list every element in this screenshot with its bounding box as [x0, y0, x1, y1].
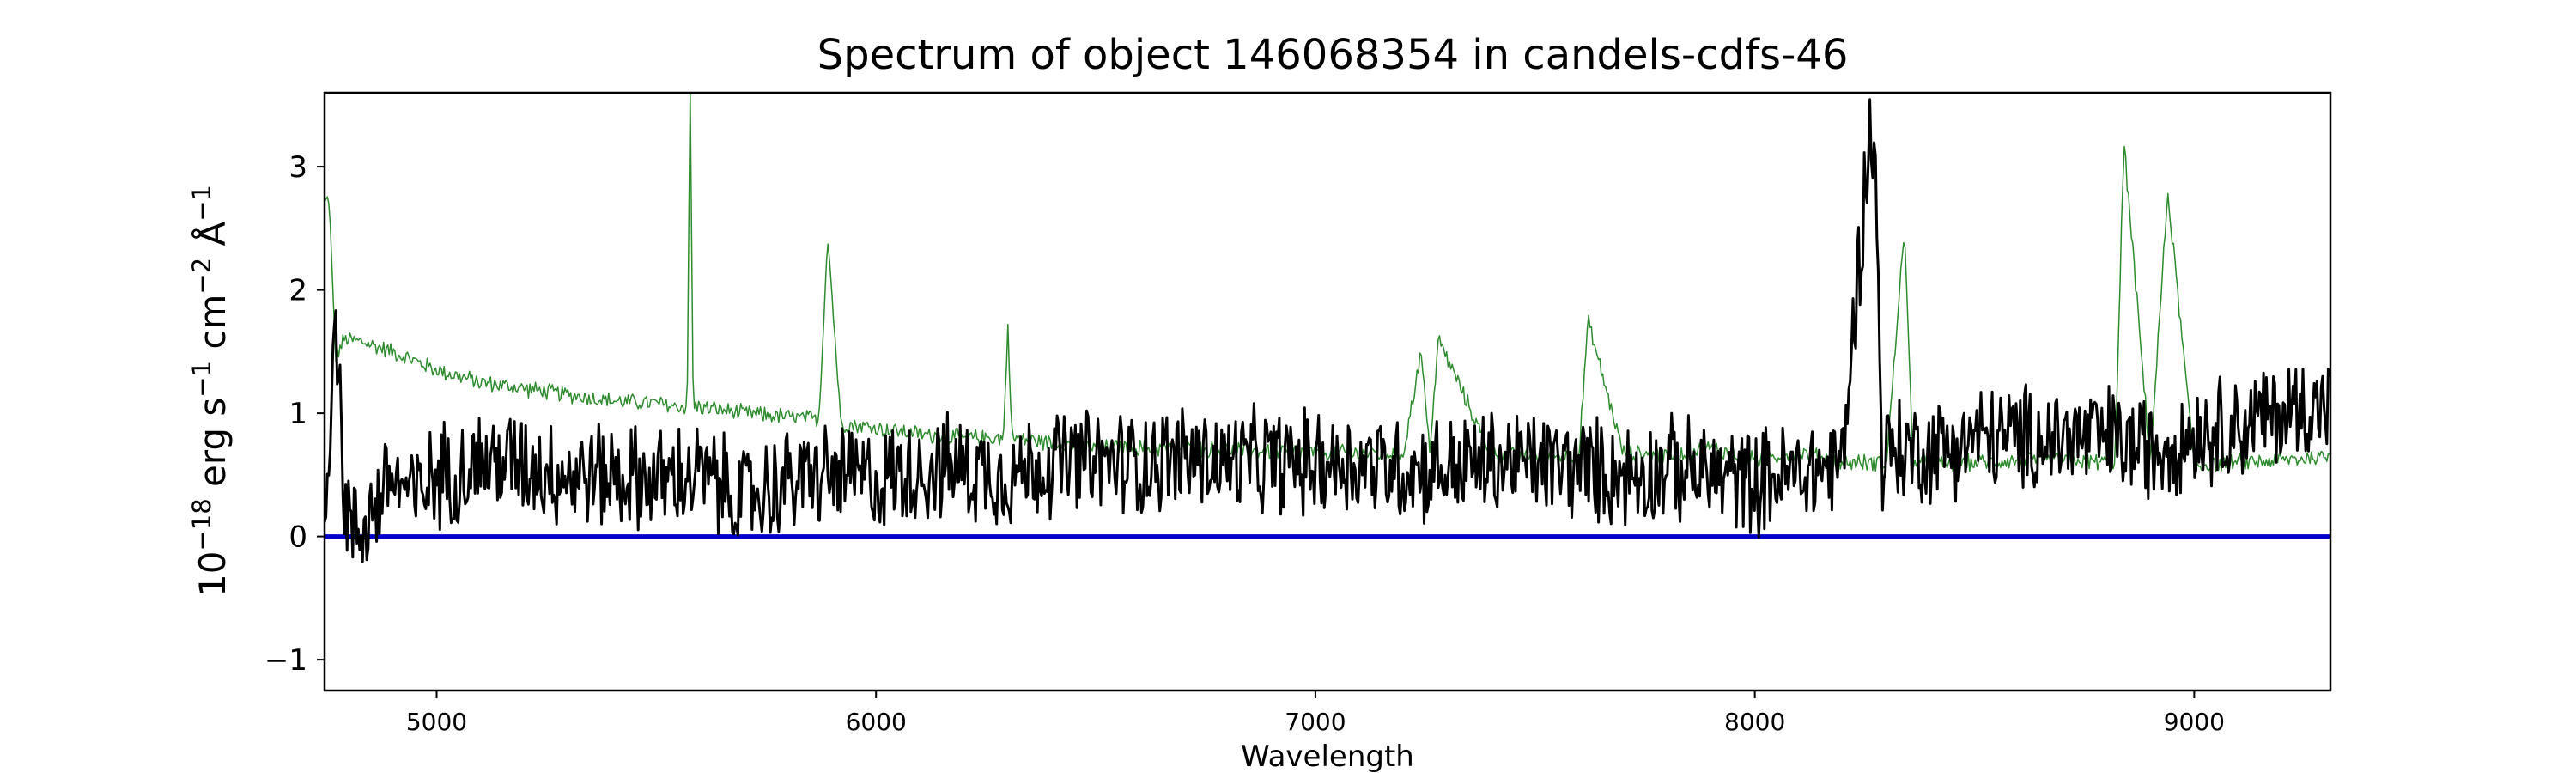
plot-frame	[323, 91, 2332, 692]
y-tick-label: 0	[289, 520, 307, 555]
y-tick-label: 2	[289, 274, 307, 308]
y-tick-label: −1	[264, 643, 307, 678]
x-tick-label: 7000	[1285, 708, 1346, 736]
y-tick-label: 3	[289, 150, 307, 185]
data-spectrum-line	[325, 98, 2330, 563]
y-axis: −1 0 1 2 3	[264, 150, 325, 678]
x-axis: 5000 6000 7000 8000 9000	[406, 691, 2225, 736]
series-layer	[325, 93, 2330, 563]
chart-title: Spectrum of object 146068354 in candels-…	[817, 31, 1849, 79]
x-tick-label: 9000	[2164, 708, 2225, 736]
x-axis-label: Wavelength	[1241, 740, 1414, 773]
x-tick-label: 6000	[846, 708, 907, 736]
y-axis-label: 10−18 erg s−1 cm−2 Å−1	[187, 185, 234, 597]
x-tick-label: 8000	[1724, 708, 1785, 736]
y-tick-label: 1	[289, 397, 307, 431]
x-tick-label: 5000	[406, 708, 467, 736]
